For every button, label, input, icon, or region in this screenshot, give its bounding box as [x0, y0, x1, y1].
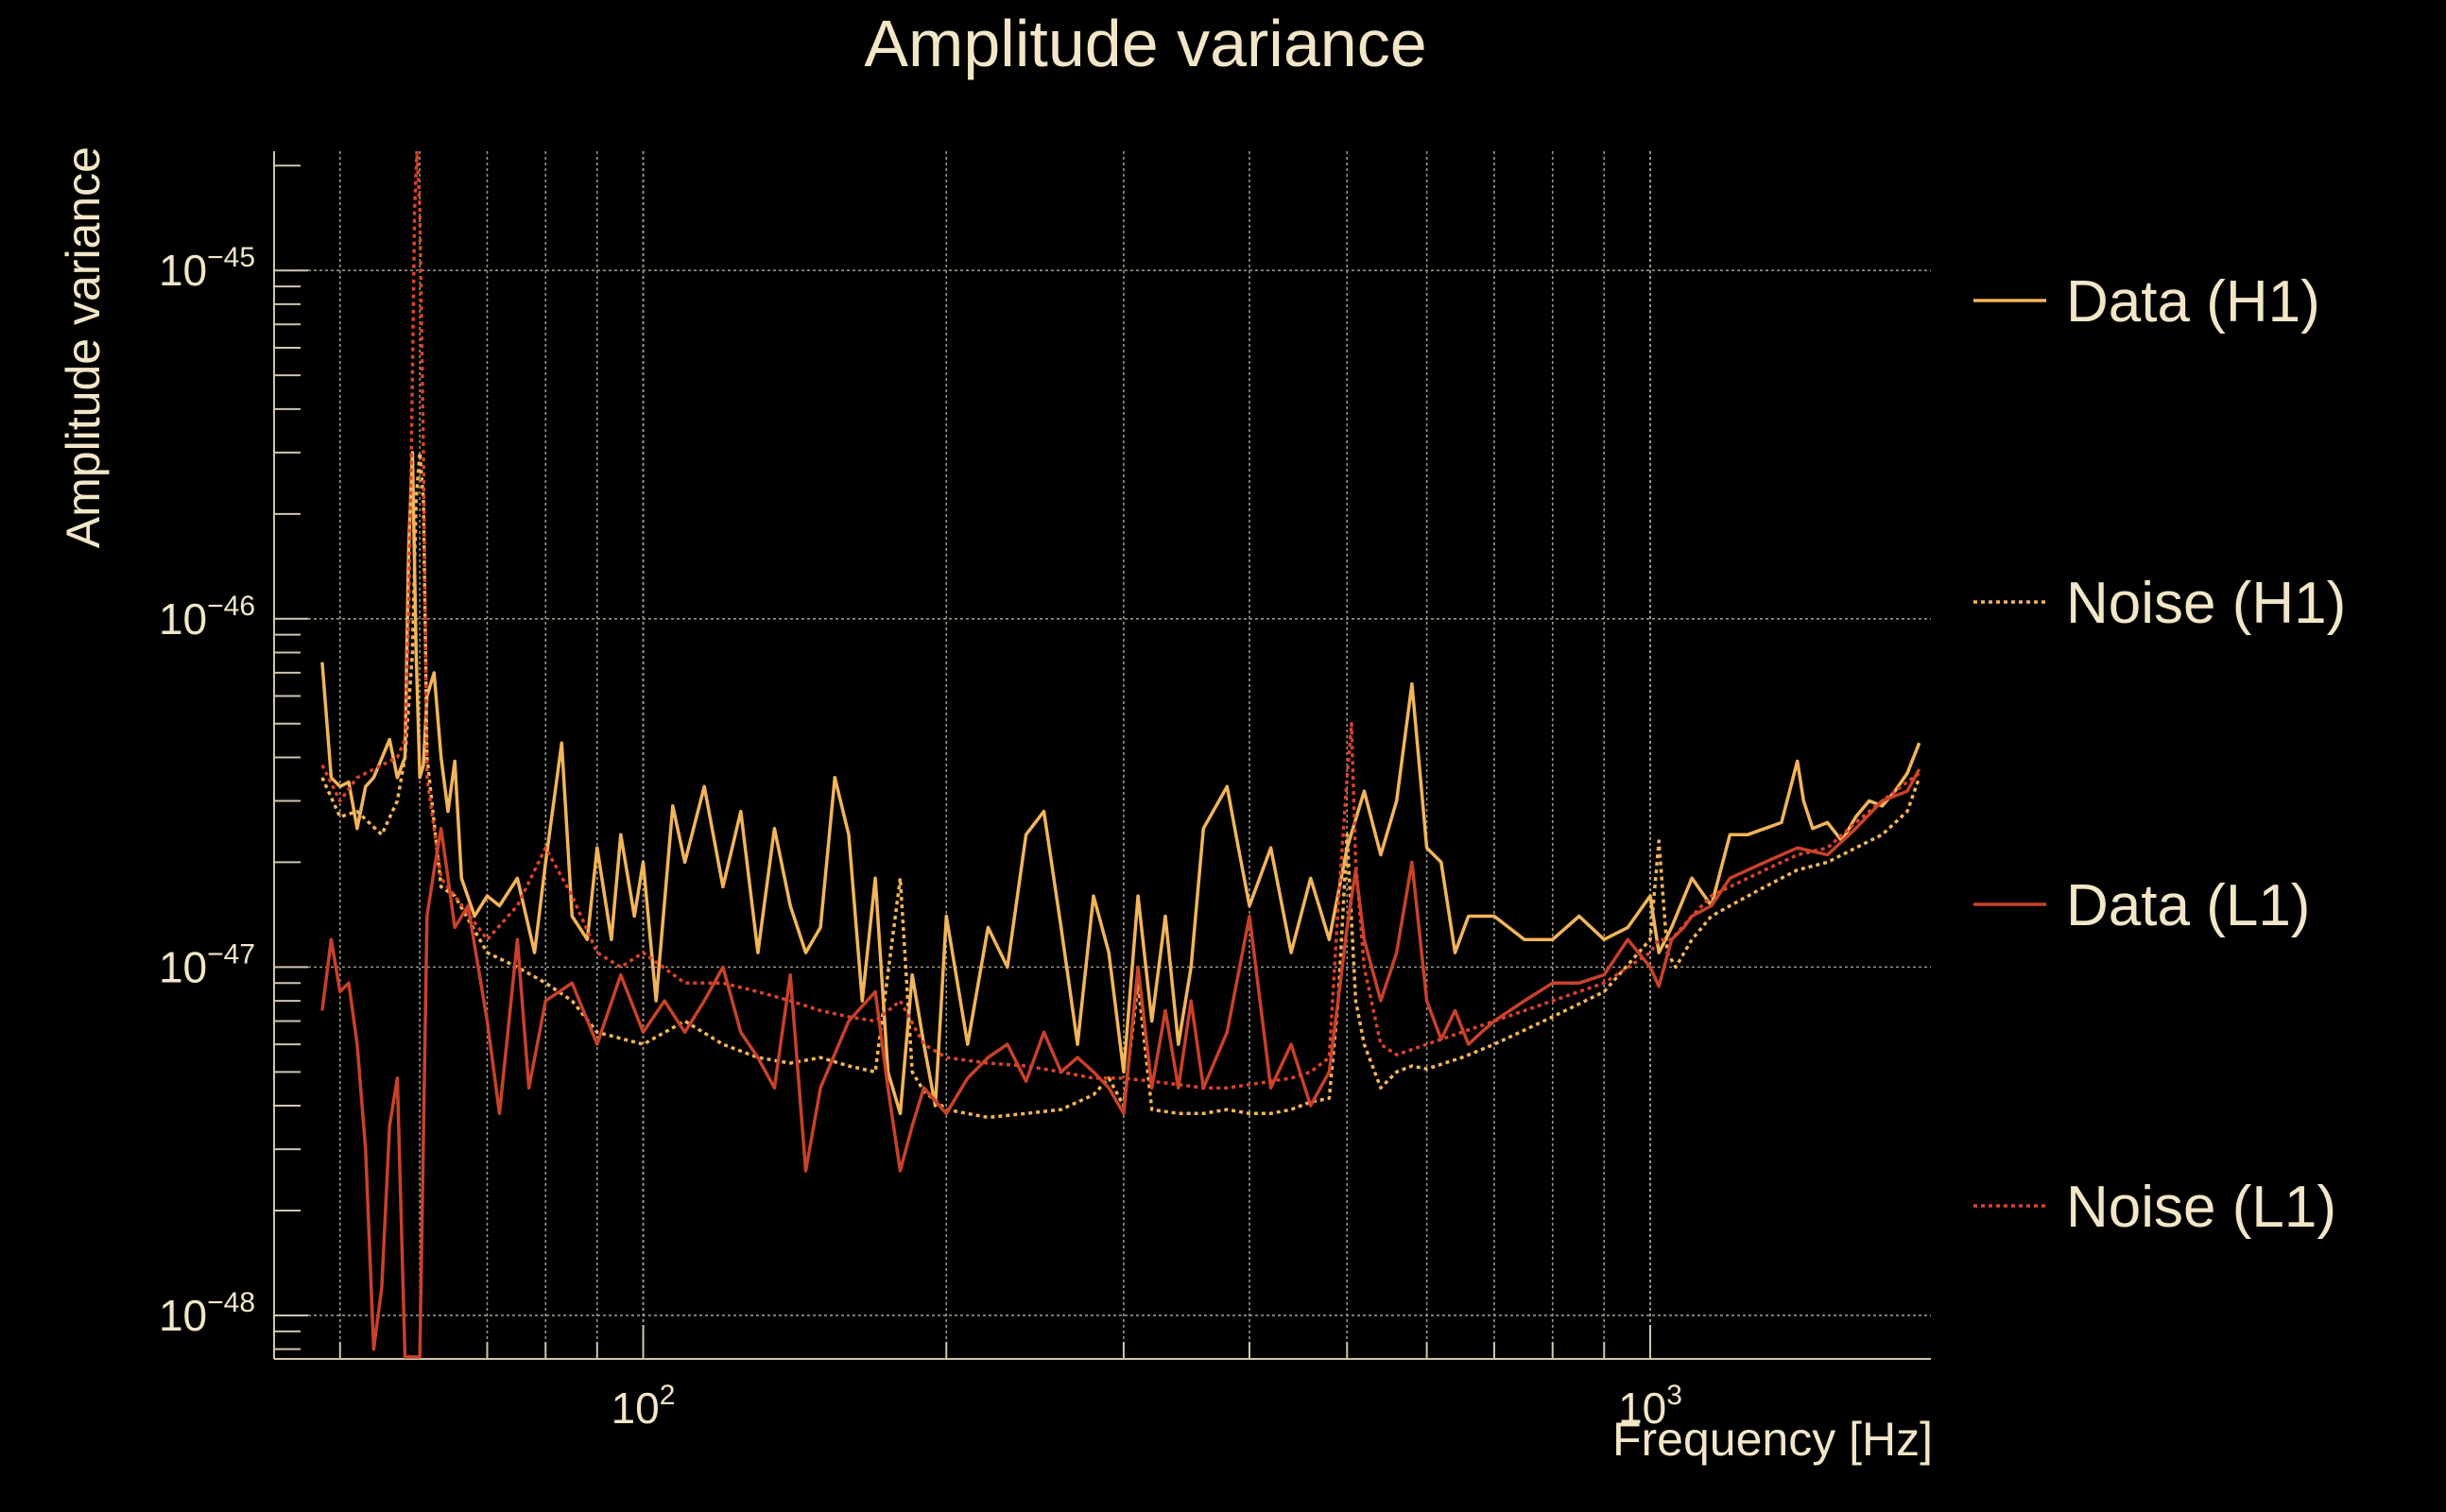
x-tick-exponent: 2 [660, 1380, 676, 1411]
x-tick-exponent: 3 [1666, 1380, 1682, 1411]
y-tick-exponent: −46 [207, 591, 255, 622]
series-line-data-h1 [320, 451, 1921, 1116]
x-tick-label: 103 [1618, 1380, 1682, 1433]
y-tick-label: 10−46 [159, 591, 255, 644]
legend: Data (H1) Noise (H1) Data (L1) Noise (L1) [1973, 269, 2346, 1240]
x-axis-label: Frequency [Hz] [1612, 1413, 1933, 1466]
series-lines [320, 151, 1921, 1359]
legend-label: Data (H1) [2066, 269, 2320, 335]
y-tick-base: 10 [159, 1291, 207, 1340]
y-tick-base: 10 [159, 246, 207, 295]
y-tick-label: 10−45 [159, 242, 255, 295]
y-tick-label: 10−48 [159, 1287, 255, 1340]
series-line-data-l1 [320, 768, 1921, 1359]
y-tick-exponent: −45 [207, 242, 255, 273]
legend-label: Noise (L1) [2066, 1175, 2336, 1240]
grid [274, 151, 1931, 1359]
legend-label: Noise (H1) [2066, 571, 2346, 636]
y-tick-base: 10 [159, 942, 207, 991]
series-line-noise-l1 [320, 151, 1921, 1090]
chart-title: Amplitude variance [864, 7, 1426, 80]
x-tick-base: 10 [1618, 1383, 1666, 1433]
y-tick-base: 10 [159, 594, 207, 644]
x-tick-label: 102 [612, 1380, 676, 1433]
y-axis-label: Amplitude variance [57, 146, 110, 548]
x-tick-base: 10 [612, 1383, 660, 1433]
y-tick-exponent: −47 [207, 938, 255, 970]
y-tick-exponent: −48 [207, 1287, 255, 1318]
legend-label: Data (L1) [2066, 873, 2310, 938]
y-tick-label: 10−47 [159, 938, 255, 991]
